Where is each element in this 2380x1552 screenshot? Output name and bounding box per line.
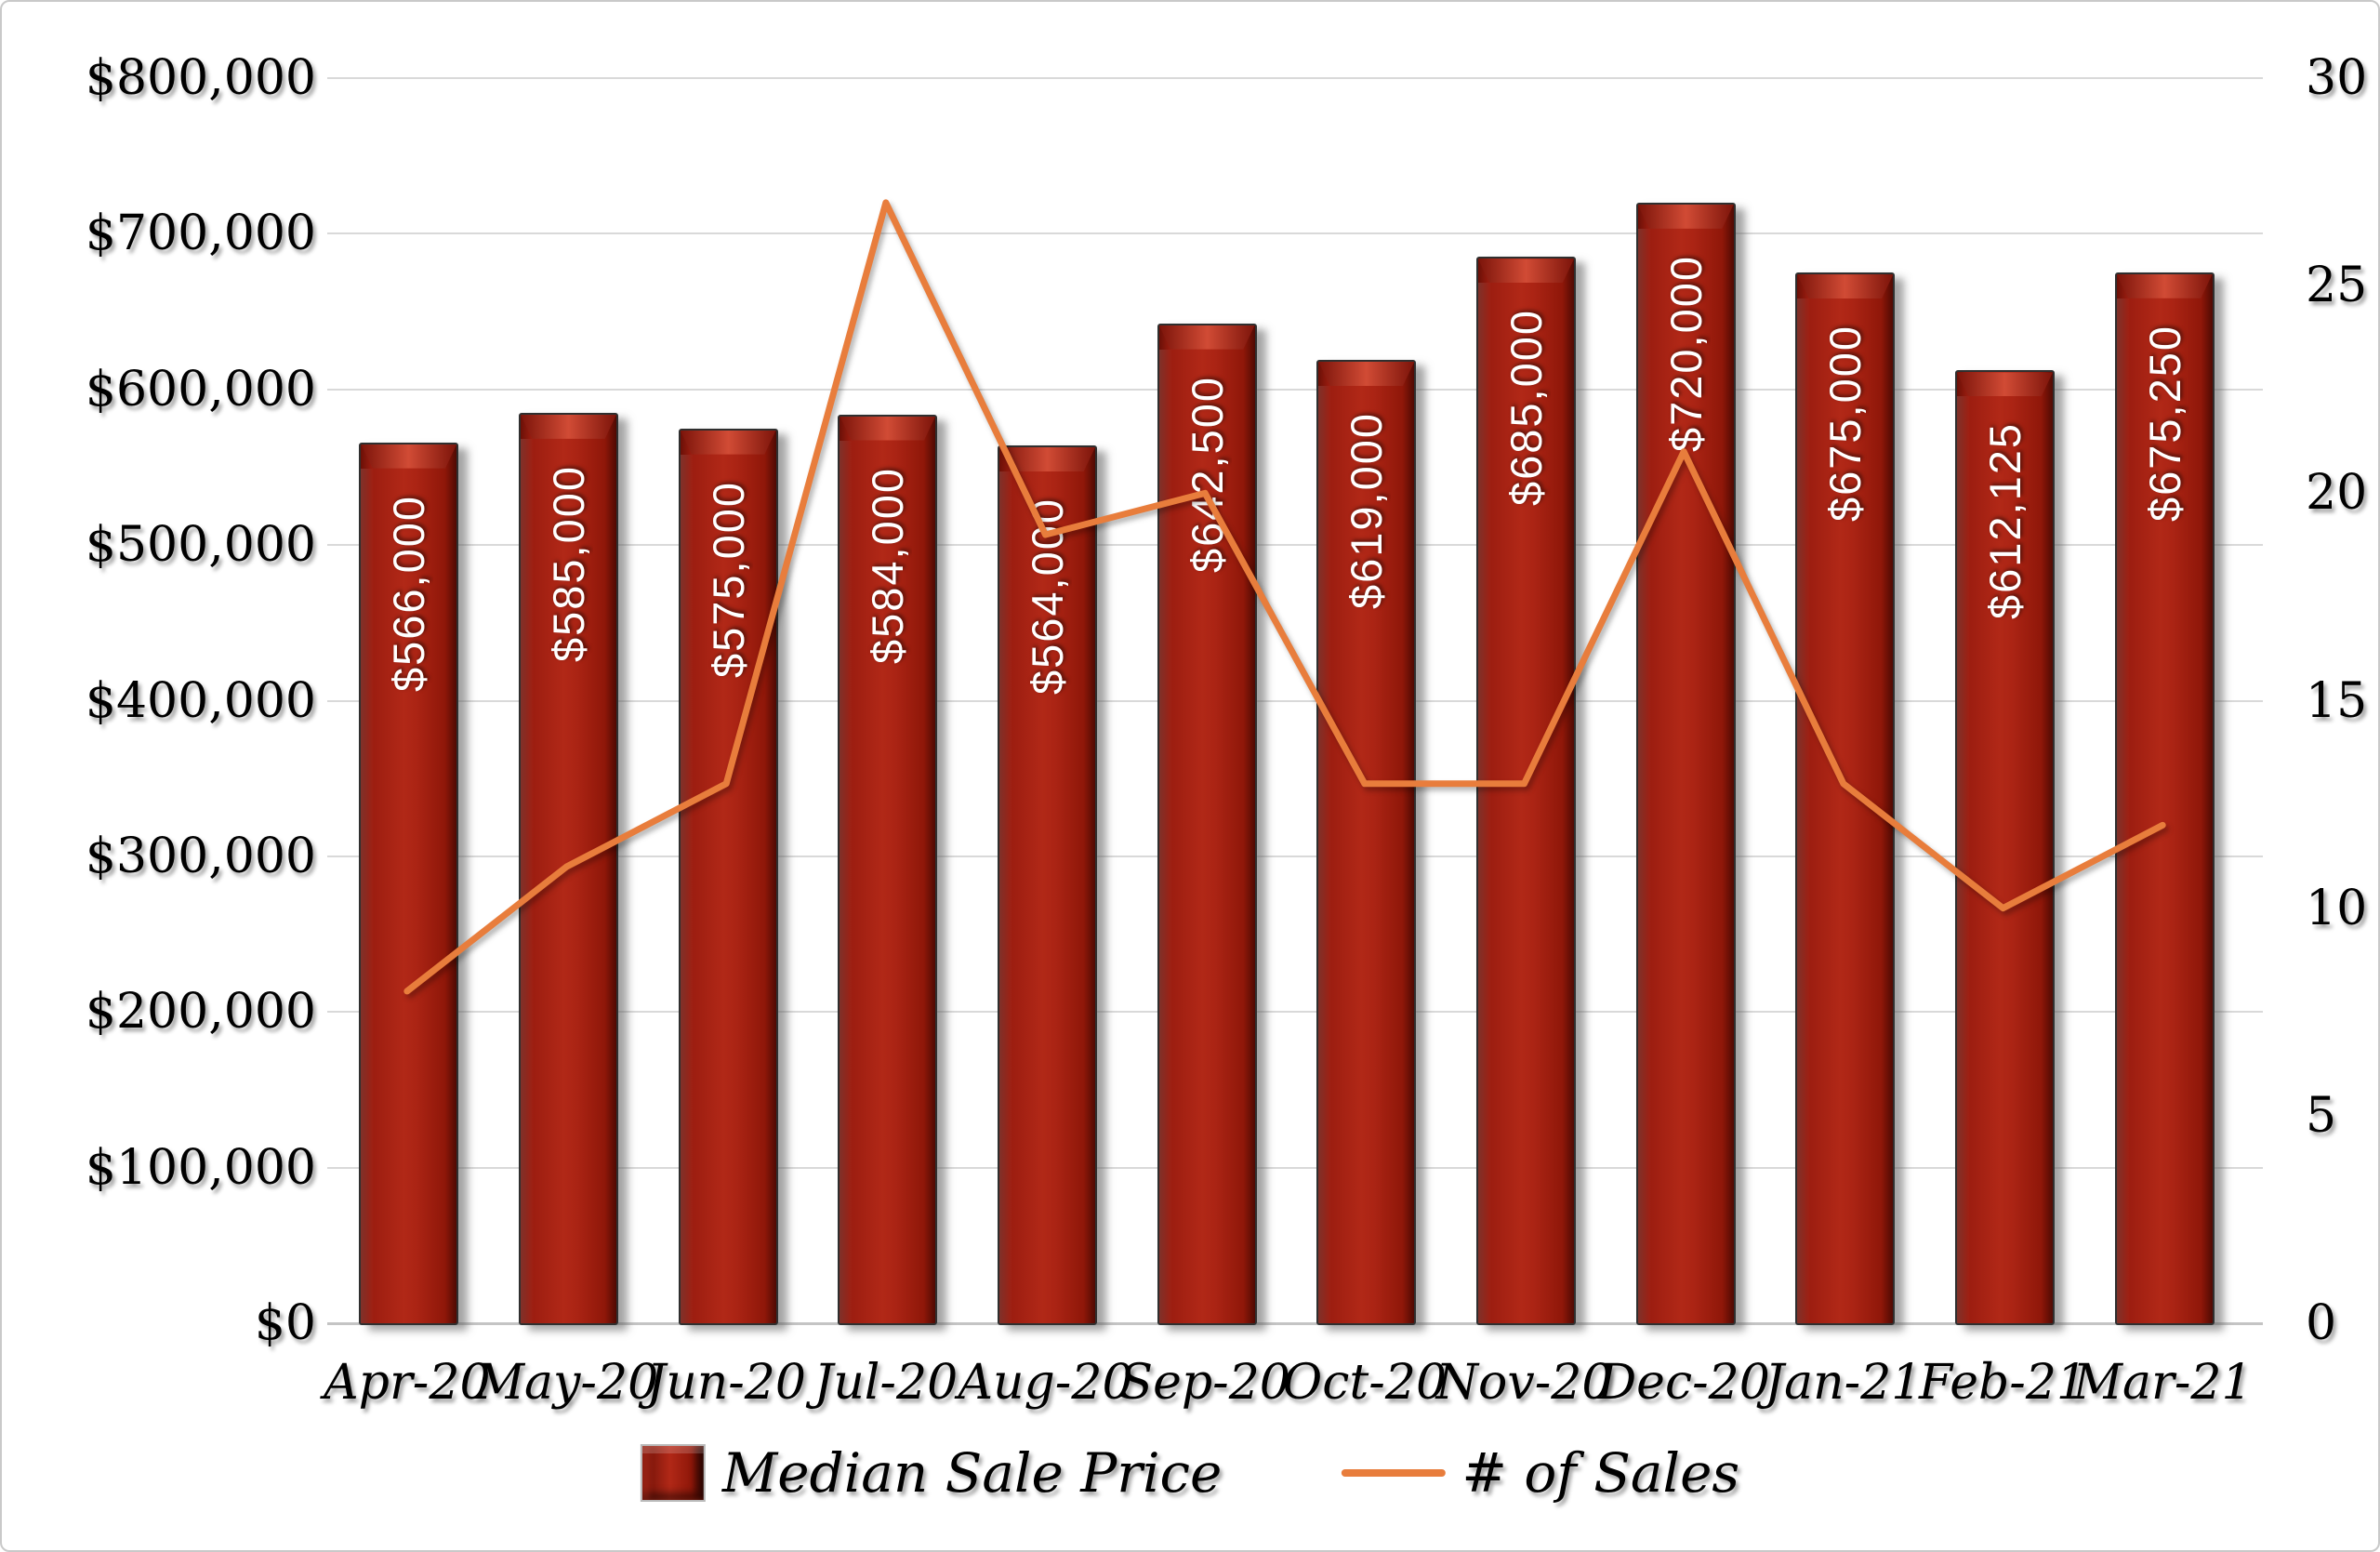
gridline — [327, 77, 2263, 79]
x-axis-tick-label: May-20 — [474, 1355, 659, 1411]
left-axis-tick-label: $800,000 — [85, 50, 316, 106]
x-axis-line — [327, 1322, 2263, 1325]
left-axis-tick-label: $200,000 — [85, 984, 316, 1041]
x-axis-tick-label: Oct-20 — [1282, 1355, 1448, 1411]
gridline — [327, 1166, 2263, 1169]
legend-label-median-sale-price: Median Sale Price — [721, 1441, 1223, 1505]
number-of-sales-line-icon — [1341, 1469, 1446, 1477]
x-axis-tick-label: Jun-20 — [646, 1355, 806, 1411]
x-axis-tick-label: Sep-20 — [1119, 1355, 1290, 1411]
left-axis-tick-label: $400,000 — [85, 672, 316, 729]
bar-Feb-21: $612,125 — [1955, 370, 2055, 1325]
right-axis-tick-label: 5 — [2306, 1087, 2337, 1144]
right-axis-tick-label: 10 — [2306, 880, 2368, 936]
bar-Nov-20: $685,000 — [1476, 257, 1576, 1325]
x-axis-tick-label: Jan-21 — [1765, 1355, 1923, 1411]
right-axis-tick-label: 25 — [2306, 258, 2368, 314]
right-axis-tick-label: 20 — [2306, 465, 2368, 522]
left-axis-tick-label: $300,000 — [85, 828, 316, 884]
chart-legend: Median Sale Price # of Sales — [640, 1441, 1740, 1505]
gridline — [327, 855, 2263, 857]
x-axis-tick-label: Apr-20 — [324, 1355, 491, 1411]
left-axis-tick-label: $500,000 — [85, 517, 316, 574]
gridline — [327, 232, 2263, 235]
right-axis-tick-label: 15 — [2306, 672, 2368, 729]
gridline — [327, 388, 2263, 391]
bar-Jul-20: $584,000 — [838, 414, 938, 1325]
x-axis-tick-label: Aug-20 — [958, 1355, 1133, 1411]
right-axis-tick-label: 30 — [2306, 50, 2368, 106]
bar-Sep-20: $642,500 — [1157, 323, 1257, 1325]
bar-Aug-20: $564,000 — [998, 445, 1097, 1325]
bar-Mar-21: $675,250 — [2114, 272, 2215, 1325]
bar-Dec-20: $720,000 — [1635, 202, 1736, 1325]
median-sale-price-swatch-icon — [640, 1444, 706, 1502]
left-axis-tick-label: $700,000 — [85, 206, 316, 262]
x-axis-tick-label: Jul-20 — [813, 1355, 959, 1411]
x-axis-tick-label: Mar-21 — [2072, 1355, 2253, 1411]
bar-Oct-20: $619,000 — [1316, 359, 1417, 1325]
left-axis-tick-label: $600,000 — [85, 361, 316, 418]
right-axis-tick-label: 0 — [2306, 1295, 2337, 1351]
bar-Jun-20: $575,000 — [678, 428, 778, 1325]
x-axis-tick-label: Feb-21 — [1918, 1355, 2088, 1411]
gridline — [327, 699, 2263, 702]
left-axis-tick-label: $100,000 — [85, 1139, 316, 1196]
left-axis-tick-label: $0 — [254, 1295, 316, 1351]
gridline — [327, 544, 2263, 547]
gridline — [327, 1011, 2263, 1014]
x-axis-tick-label: Nov-20 — [1435, 1355, 1613, 1411]
x-axis-tick-label: Dec-20 — [1597, 1355, 1770, 1411]
bar-Jan-21: $675,000 — [1795, 272, 1896, 1325]
legend-label-number-of-sales: # of Sales — [1461, 1441, 1740, 1505]
bar-Apr-20: $566,000 — [359, 442, 459, 1325]
